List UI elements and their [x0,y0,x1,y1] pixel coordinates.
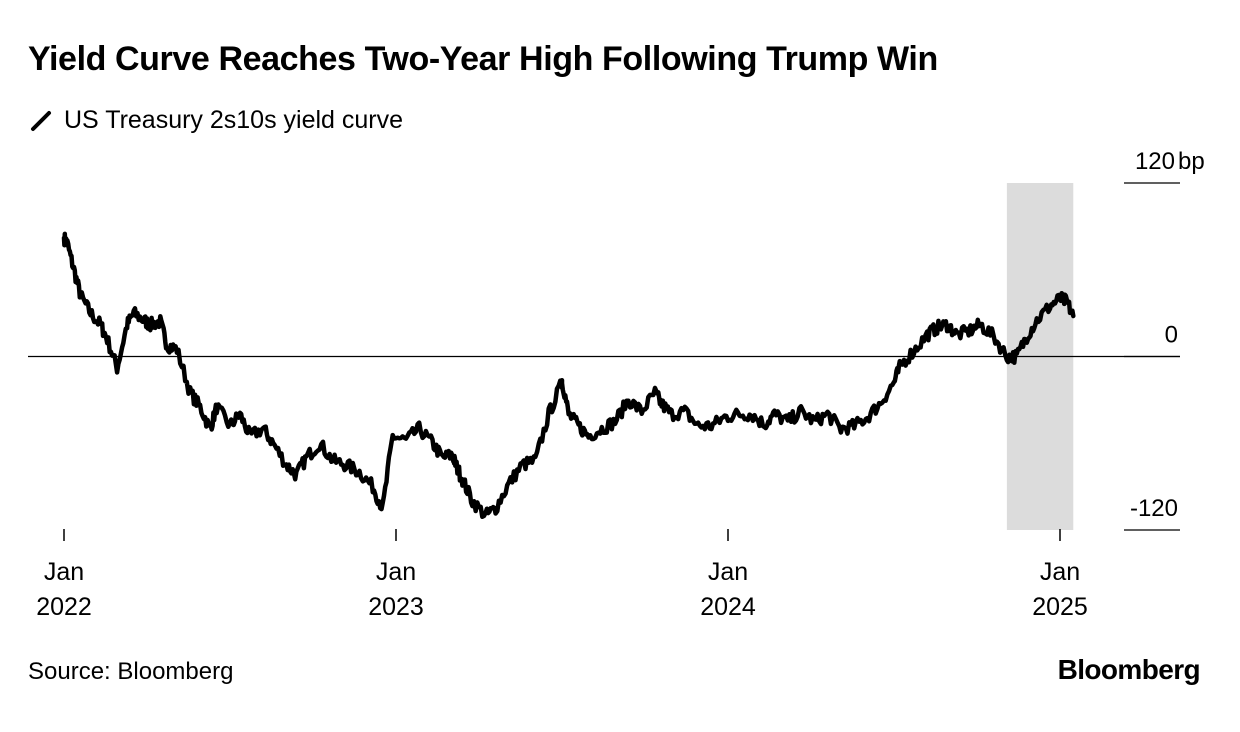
chart-title: Yield Curve Reaches Two-Year High Follow… [28,40,938,78]
x-tick-month: Jan [708,558,748,586]
x-tick-month: Jan [1040,558,1080,586]
x-tick-year: 2023 [368,593,424,621]
source-note: Source: Bloomberg [28,658,234,685]
legend: US Treasury 2s10s yield curve [30,106,403,135]
x-tick-month: Jan [376,558,416,586]
legend-label: US Treasury 2s10s yield curve [64,106,404,134]
x-tick-month: Jan [44,558,84,586]
legend-line-icon [31,110,51,131]
y-unit-label: bp [1178,148,1205,175]
y-tick-label: -120 [1130,495,1178,522]
y-tick-label: 120 [1135,148,1175,175]
x-tick-year: 2022 [36,593,92,621]
x-tick-year: 2025 [1032,593,1088,621]
brand-logo: Bloomberg [1057,654,1201,685]
series-line [61,231,1076,520]
y-tick-label: 0 [1165,322,1178,349]
x-tick-year: 2024 [700,593,756,621]
